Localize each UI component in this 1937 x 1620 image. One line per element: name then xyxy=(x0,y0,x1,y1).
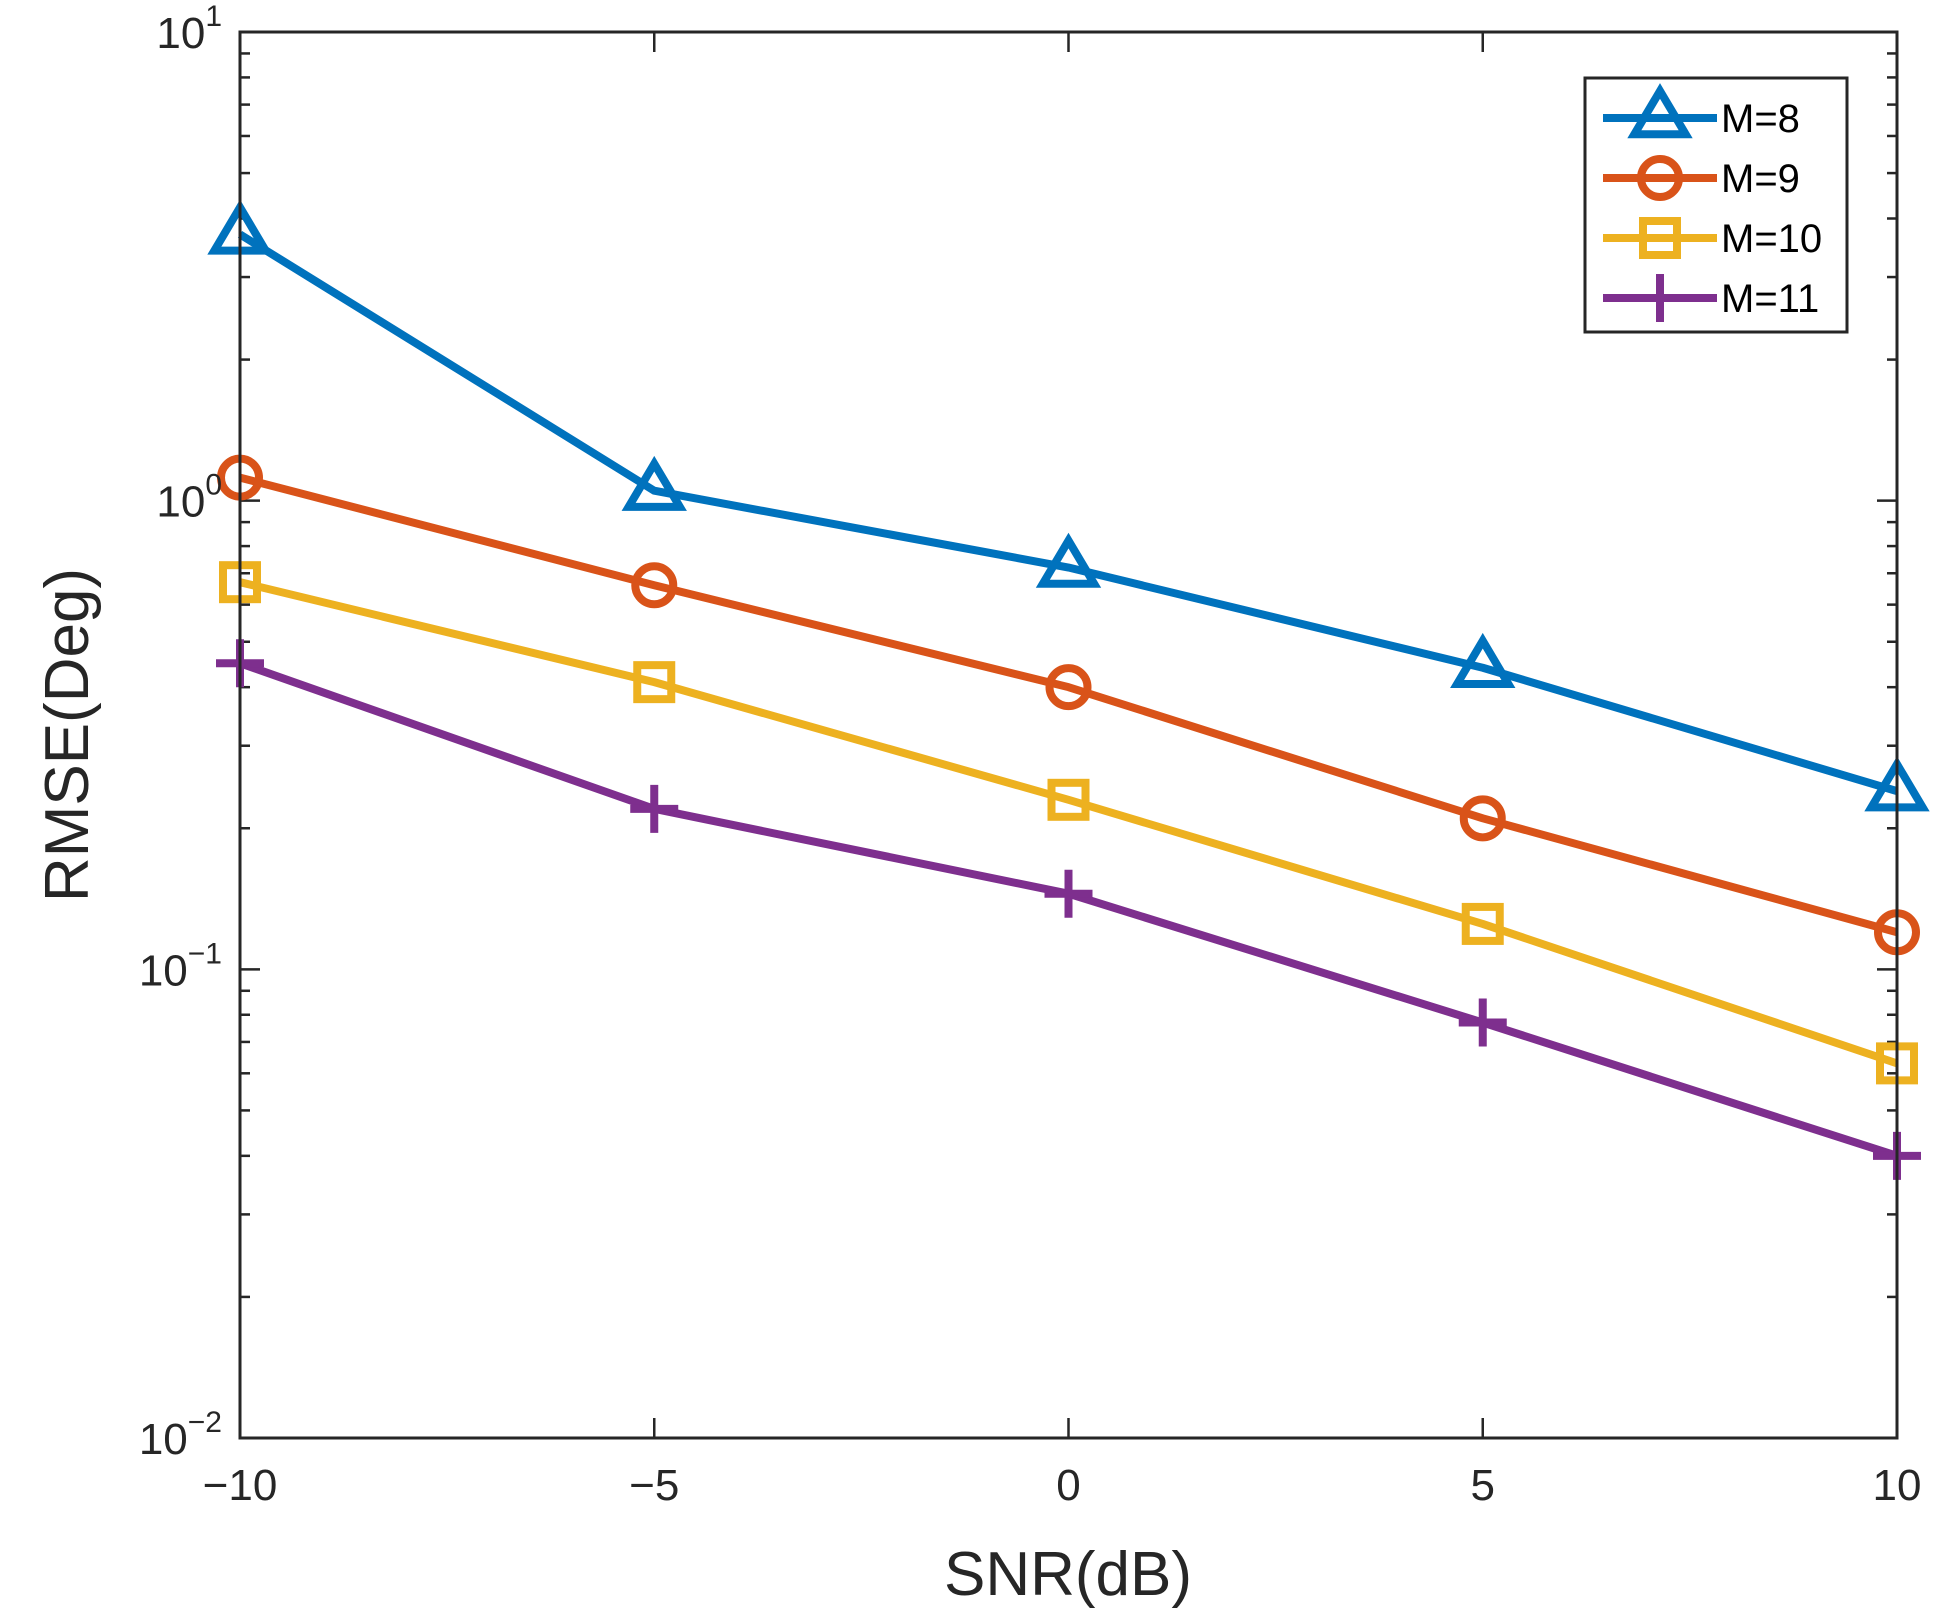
data-point-triangle xyxy=(1035,532,1102,588)
data-point-circle xyxy=(1045,664,1092,711)
x-tick-label: 10 xyxy=(1873,1461,1922,1510)
x-tick-label: −5 xyxy=(629,1461,679,1510)
data-point-triangle xyxy=(621,455,687,511)
y-tick-label: 101 xyxy=(156,0,222,58)
y-axis-title: RMSE(Deg) xyxy=(33,568,102,902)
legend-label: M=9 xyxy=(1721,157,1800,201)
data-point-plus xyxy=(630,784,679,833)
legend: M=8 M=9 M=10 M=11 xyxy=(1583,76,1849,334)
data-point-circle xyxy=(631,562,678,609)
legend-label: M=11 xyxy=(1721,277,1819,321)
data-point-triangle xyxy=(1450,632,1516,688)
legend-label: M=8 xyxy=(1721,97,1800,141)
data-point-square xyxy=(633,661,676,704)
minor-ticks xyxy=(240,52,1897,1299)
data-point-plus xyxy=(1458,998,1507,1047)
legend-label: M=10 xyxy=(1721,217,1822,261)
legend-swatch-marker xyxy=(1637,155,1683,201)
x-tick-label: 0 xyxy=(1056,1461,1080,1510)
legend-swatch-marker xyxy=(1627,83,1693,139)
legend-item: M=8 xyxy=(1603,83,1800,141)
x-tick-labels: −10 −5 0 5 10 xyxy=(203,1461,1922,1510)
data-point-square xyxy=(1461,902,1504,945)
x-tick-label: −10 xyxy=(203,1461,278,1510)
legend-swatch-marker xyxy=(1636,274,1684,322)
data-point-circle xyxy=(1459,795,1506,842)
legend-swatch-marker xyxy=(1639,217,1681,259)
legend-item: M=9 xyxy=(1603,155,1800,201)
series-line xyxy=(238,473,1899,937)
y-tick-labels: 101 100 10−1 10−2 xyxy=(139,0,222,1464)
series-line xyxy=(239,578,1899,1068)
y-tick-label: 10−1 xyxy=(139,937,222,995)
series-line xyxy=(237,230,1899,795)
x-axis-title: SNR(dB) xyxy=(944,1540,1192,1609)
x-tick-label: 5 xyxy=(1471,1461,1495,1510)
data-point-plus xyxy=(1044,869,1093,918)
y-tick-label: 10−2 xyxy=(139,1406,222,1464)
legend-item: M=11 xyxy=(1603,274,1819,322)
axes-box xyxy=(238,30,1899,1440)
data-point-square xyxy=(1047,778,1090,821)
y-tick-label: 100 xyxy=(156,469,222,527)
legend-item: M=10 xyxy=(1603,217,1822,261)
